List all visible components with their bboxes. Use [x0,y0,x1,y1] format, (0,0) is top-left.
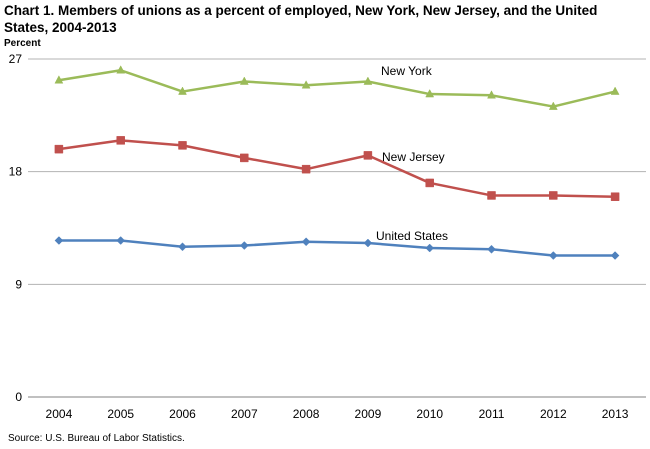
x-tick-label: 2006 [169,407,196,421]
data-point [54,144,64,154]
data-point [240,153,249,163]
data-point [610,192,620,201]
series-line [58,69,616,108]
series-line [58,139,616,198]
x-tick-label: 2004 [46,407,73,421]
data-point [425,89,435,98]
data-point [116,236,126,245]
data-point [54,236,64,245]
data-point [178,86,187,95]
series-new-york [54,65,620,110]
series-new-jersey [54,136,620,201]
series-united-states [54,236,620,260]
series-label: New Jersey [382,150,445,164]
data-point [425,243,435,253]
x-tick-label: 2012 [540,407,567,421]
data-point [116,136,125,145]
data-point [116,65,126,74]
data-point [54,75,64,84]
data-point [610,251,620,260]
x-tick-label: 2009 [355,407,382,421]
labels: 0 9 18 27 2004 2005 2006 2007 2008 2009 2010 2011 20… [9,52,629,421]
data-point [363,76,373,85]
chart-title: Chart 1. Members of unions as a percent … [4,3,598,35]
data-point [548,251,558,260]
data-point [425,178,434,188]
x-tick-label: 2007 [231,407,258,421]
data-point [178,141,187,150]
data-point [178,242,187,252]
series-line [58,239,616,257]
y-tick-label: 0 [15,390,22,404]
data-point [549,191,558,200]
data-point [363,238,373,248]
x-tick-label: 2008 [293,407,320,421]
data-point [301,237,311,247]
data-point [610,86,620,95]
series [54,65,620,260]
data-point [363,151,373,160]
data-point [548,101,558,110]
source-note: Source: U.S. Bureau of Labor Statistics. [8,433,185,444]
x-tick-label: 2010 [416,407,443,421]
data-point [487,191,496,200]
x-tick-label: 2011 [479,407,505,421]
y-tick-label: 9 [15,277,22,291]
y-tick-label: 27 [9,52,23,66]
series-label: New York [381,64,433,78]
data-point [301,164,311,174]
x-tick-label: 2013 [602,407,629,421]
data-point [239,241,249,250]
gridlines [28,58,646,285]
data-point [487,244,496,254]
data-point [487,90,496,99]
series-label: United States [376,229,448,243]
data-point [301,80,311,89]
y-tick-label: 18 [9,165,23,179]
data-point [239,76,249,85]
x-tick-label: 2005 [107,407,134,421]
y-axis-unit-label: Percent [4,38,41,49]
